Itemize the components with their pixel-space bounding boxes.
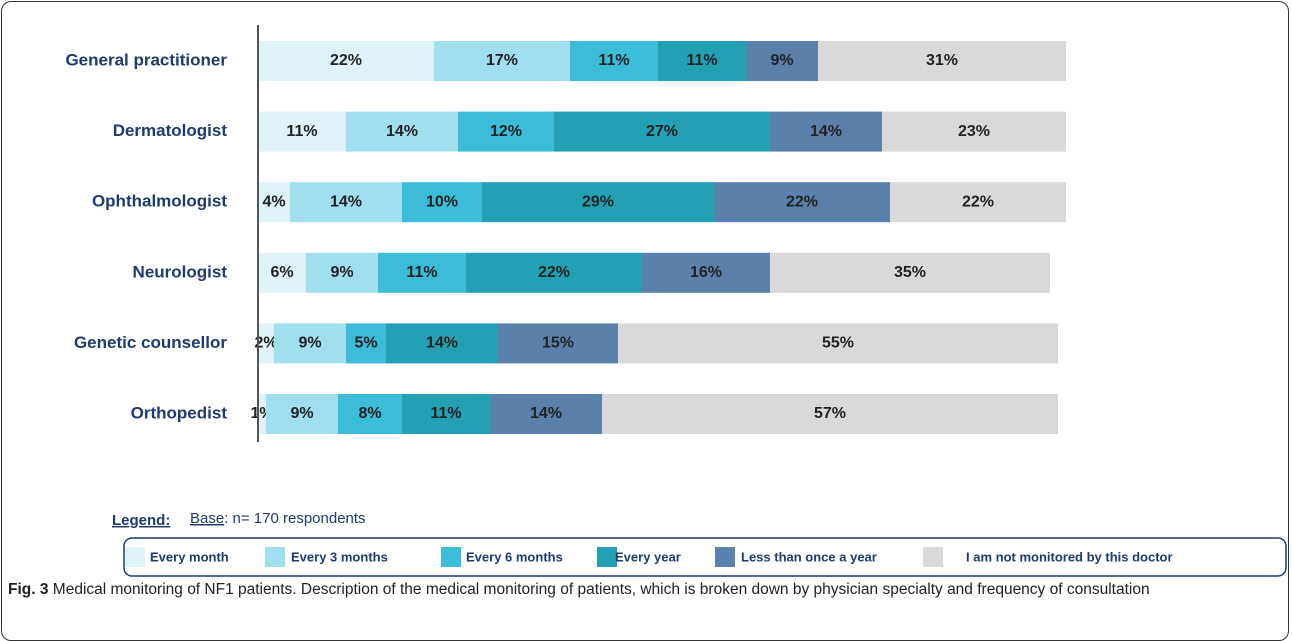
value-label: 8% — [358, 405, 381, 422]
bar-segment — [258, 182, 290, 223]
value-label: 11% — [286, 123, 317, 140]
legend-label: Less than once a year — [741, 549, 877, 564]
caption-label: Fig. 3 — [8, 581, 49, 598]
category-label: Ophthalmologist — [92, 192, 227, 211]
bar-segment — [458, 111, 554, 152]
bar-segment — [570, 41, 658, 81]
value-label: 27% — [646, 123, 678, 140]
value-label: 11% — [686, 52, 717, 69]
legend-swatch — [125, 547, 145, 567]
category-label: Orthopedist — [131, 403, 228, 422]
value-label: 31% — [926, 52, 958, 69]
legend-swatch — [923, 547, 943, 567]
value-label: 22% — [330, 52, 362, 69]
legend-label: Every 3 months — [291, 549, 388, 564]
legend-box — [123, 537, 1287, 577]
bar-segment — [386, 323, 498, 364]
bar-segment — [266, 394, 338, 434]
bar-segment — [258, 252, 306, 293]
bar-segment — [618, 323, 1058, 364]
value-label: 9% — [770, 52, 793, 69]
bar-segment — [554, 111, 770, 152]
value-label: 22% — [786, 193, 818, 210]
bar-segment — [746, 41, 818, 81]
bar-segment — [378, 252, 466, 293]
category-label: Dermatologist — [113, 121, 228, 140]
value-label: 9% — [298, 335, 321, 352]
legend-label: Every 6 months — [466, 549, 563, 564]
legend-swatch — [597, 547, 617, 567]
category-label: Genetic counsellor — [74, 333, 227, 352]
value-label: 10% — [426, 193, 458, 210]
category-label: General practitioner — [65, 50, 227, 69]
value-label: 11% — [598, 52, 629, 69]
value-label: 11% — [406, 264, 437, 281]
bar-segment — [642, 252, 770, 293]
bar-segment — [466, 252, 642, 293]
bar-segment — [602, 394, 1058, 434]
bar-segment — [306, 252, 378, 293]
legend-swatch — [715, 547, 735, 567]
bar-segment — [258, 323, 274, 364]
value-label: 14% — [330, 193, 362, 210]
bar-segment — [714, 182, 890, 223]
value-label: 55% — [822, 335, 854, 352]
bar-segment — [882, 111, 1066, 152]
value-label: 22% — [962, 193, 994, 210]
bar-segment — [770, 111, 882, 152]
bar-segment — [290, 182, 402, 223]
value-label: 5% — [354, 335, 377, 352]
bar-segment — [402, 182, 482, 223]
value-label: 14% — [810, 123, 842, 140]
base-note: Base: n= 170 respondents — [190, 510, 366, 527]
value-label: 16% — [690, 264, 722, 281]
bar-segment — [490, 394, 602, 434]
value-label: 12% — [490, 123, 522, 140]
bar-segment — [346, 111, 458, 152]
value-label: 14% — [386, 123, 418, 140]
bar-segment — [818, 41, 1066, 81]
value-label: 57% — [814, 405, 846, 422]
bar-segment — [770, 252, 1050, 293]
bar-segment — [498, 323, 618, 364]
bar-segment — [482, 182, 714, 223]
value-label: 15% — [542, 335, 574, 352]
bar-segment — [346, 323, 386, 364]
bar-segment — [434, 41, 570, 81]
bar-segment — [258, 41, 434, 81]
legend-swatch — [265, 547, 285, 567]
value-label: 6% — [270, 264, 293, 281]
bar-segment — [274, 323, 346, 364]
value-label: 11% — [430, 405, 461, 422]
bar-segment — [338, 394, 402, 434]
value-label: 4% — [262, 193, 285, 210]
value-label: 29% — [582, 193, 614, 210]
value-label: 14% — [530, 405, 562, 422]
bar-segment — [402, 394, 490, 434]
value-label: 2% — [254, 335, 277, 352]
bar-segment — [890, 182, 1066, 223]
legend-label: Every month — [150, 549, 229, 564]
value-label: 35% — [894, 264, 926, 281]
caption-text: Medical monitoring of NF1 patients. Desc… — [52, 581, 1150, 598]
value-label: 23% — [958, 123, 990, 140]
value-label: 22% — [538, 264, 570, 281]
value-label: 17% — [486, 52, 518, 69]
category-label: Neurologist — [133, 262, 228, 281]
legend-swatch — [441, 547, 461, 567]
chart: Legend: Base: n= 170 respondents General… — [65, 25, 1287, 577]
base-label: Base — [190, 510, 224, 527]
base-text: : n= 170 respondents — [224, 510, 365, 527]
legend-label: Every year — [615, 549, 681, 564]
bar-segment — [658, 41, 746, 81]
caption: Fig. 3 Medical monitoring of NF1 patient… — [8, 580, 1268, 600]
legend-label: I am not monitored by this doctor — [966, 549, 1173, 564]
legend-title: Legend: — [112, 512, 170, 529]
value-label: 9% — [330, 264, 353, 281]
bar-segment — [258, 394, 266, 434]
bar-segment — [258, 111, 346, 152]
value-label: 9% — [290, 405, 313, 422]
value-label: 14% — [426, 335, 458, 352]
